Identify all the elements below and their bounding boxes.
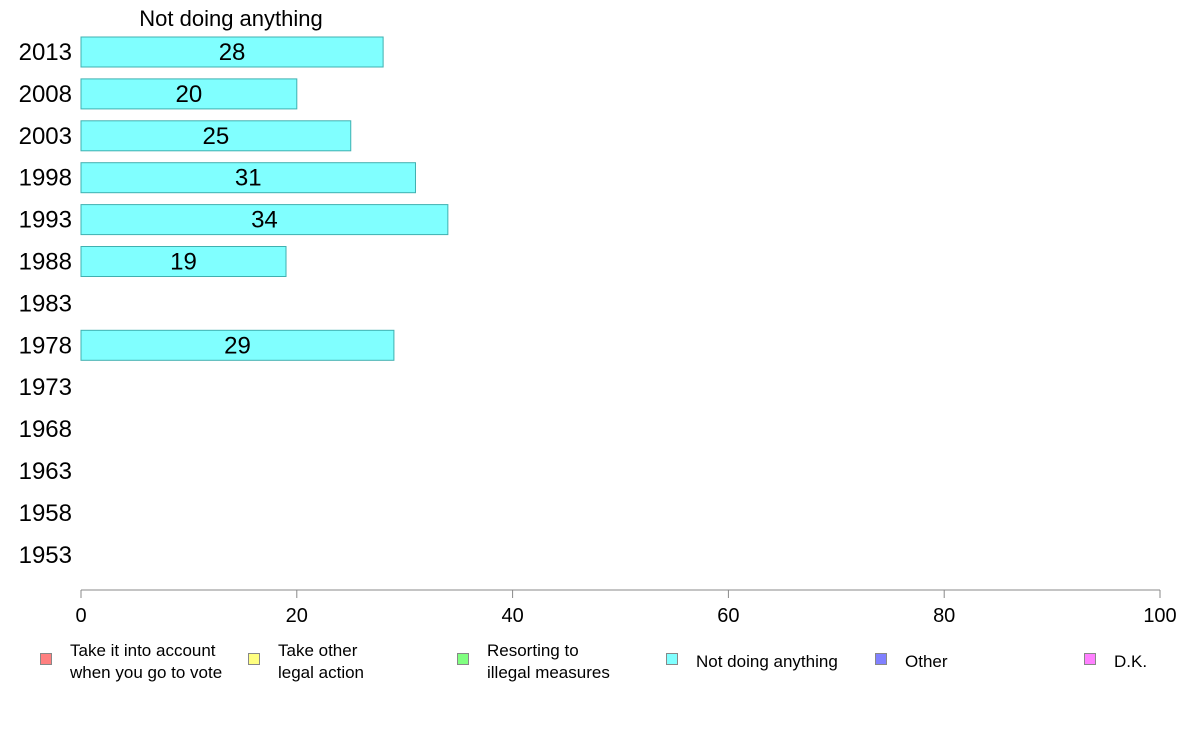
y-category-label: 1968 [19,416,72,443]
legend-item-not-doing-anything: Not doing anything [666,640,838,673]
y-category-label: 1953 [19,542,72,569]
y-category-label: 1993 [19,207,72,234]
bar-value-label: 29 [224,332,251,359]
legend-swatch [457,653,469,665]
bar [80,162,416,194]
x-tick-label: 20 [286,605,308,627]
bar [80,120,352,152]
legend-label: Take other legal action [278,641,365,682]
x-tick-label: 100 [1143,605,1176,627]
bar-value-label: 31 [235,165,262,192]
legend-label: Resorting to illegal measures [487,641,610,682]
legend-swatch [40,653,52,665]
bar [80,78,298,110]
x-tick-label: 0 [75,605,86,627]
bar-value-label: 34 [251,207,278,234]
legend-label: Not doing anything [696,652,838,671]
legend-label: Other [905,652,948,671]
legend: Take it into account when you go to vote… [0,636,1188,696]
bar [80,36,384,68]
y-category-label: 2003 [19,123,72,150]
x-tick-label: 60 [717,605,739,627]
bar-value-label: 20 [176,81,203,108]
y-category-label: 2013 [19,39,72,66]
legend-label: Take it into account when you go to vote [70,641,223,682]
legend-swatch [875,653,887,665]
bar-value-label: 19 [170,249,197,276]
y-category-label: 1973 [19,374,72,401]
y-category-label: 2008 [19,81,72,108]
legend-item-dk: D.K. [1084,640,1147,673]
legend-item-illegal-measures: Resorting to illegal measures [457,640,610,684]
bar [80,204,449,236]
bar-value-label: 28 [219,39,246,66]
y-category-labels: 2013 2008 2003 1998 1993 1988 1983 1978 1973 1968… [19,39,72,569]
bar-value-label: 25 [203,123,230,150]
bar [80,329,395,361]
y-category-label: 1958 [19,500,72,527]
y-category-label: 1998 [19,165,72,192]
legend-swatch [666,653,678,665]
bar [80,246,287,277]
chart-title: Not doing anything [139,6,322,31]
y-category-label: 1978 [19,332,72,359]
x-tick-label: 80 [933,605,955,627]
bars-layer [80,36,449,361]
legend-label: D.K. [1114,652,1148,671]
x-axis: 0 20 40 60 80 100 [75,589,1177,627]
y-category-label: 1988 [19,249,72,276]
legend-swatch [1084,653,1096,665]
y-category-label: 1963 [19,458,72,485]
legend-swatch [248,653,260,665]
legend-item-other: Other [875,640,948,673]
legend-item-legal-action: Take other legal action [248,640,364,684]
x-tick-label: 40 [501,605,523,627]
legend-item-vote: Take it into account when you go to vote [40,640,222,684]
y-category-label: 1983 [19,290,72,317]
